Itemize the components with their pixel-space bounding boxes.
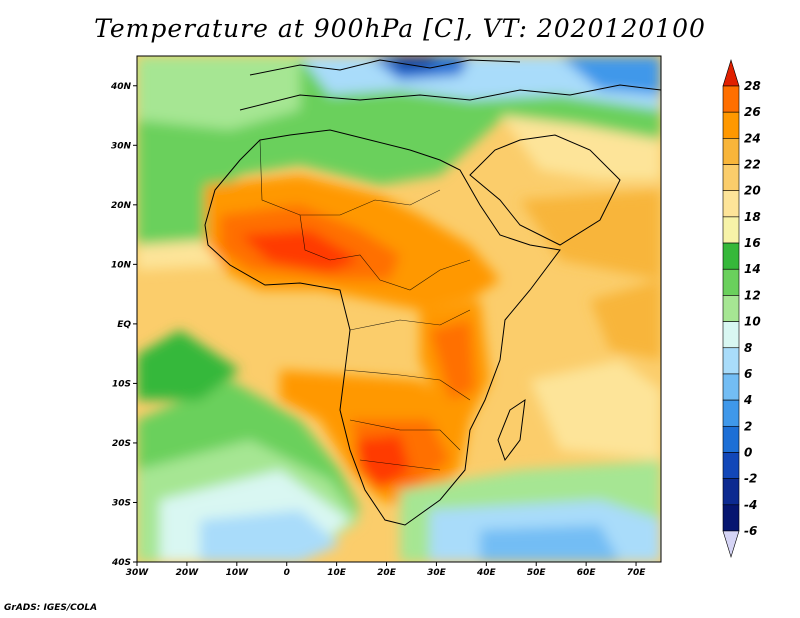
colorbar-level-label: 4 xyxy=(743,393,752,407)
lat-tick-label: 10S xyxy=(112,379,131,389)
longitude-axis: 30W 20W 10W 0 10E 20E 30E 40E 50E 60E 70E xyxy=(126,562,646,578)
colorbar-box xyxy=(722,111,740,139)
colorbar-level-label: 10 xyxy=(744,315,761,329)
colorbar-box xyxy=(722,138,740,165)
colorbar-box xyxy=(722,216,740,244)
colorbar-box xyxy=(722,452,740,479)
lon-tick-label: 40E xyxy=(476,568,497,578)
colorbar-min-arrow xyxy=(722,530,740,559)
colorbar-level-label: 8 xyxy=(744,341,752,355)
grads-credit: GrADS: IGES/COLA xyxy=(4,603,98,613)
lon-tick-label: 60E xyxy=(577,568,597,578)
colorbar-level-label: 26 xyxy=(744,105,761,119)
colorbar-max-arrow xyxy=(722,58,740,87)
colorbar-level-label: 0 xyxy=(744,445,752,459)
latitude-axis: 40N 30N 20N 10N EQ 10S 20S 30S 40S xyxy=(110,82,137,568)
colorbar-level-label: -4 xyxy=(744,498,757,512)
colorbar-box xyxy=(722,295,740,322)
country-borders xyxy=(259,139,471,471)
colorbar-box xyxy=(722,190,740,218)
lat-tick-label: 20N xyxy=(111,201,132,211)
lat-tick-label: EQ xyxy=(117,320,131,330)
colorbar-level-label: 14 xyxy=(744,262,761,276)
colorbar-box xyxy=(722,85,740,113)
lon-tick-label: 50E xyxy=(527,568,547,578)
lon-tick-label: 20E xyxy=(377,568,397,578)
lon-tick-label: 30E xyxy=(427,568,447,578)
colorbar-level-label: 24 xyxy=(744,131,761,145)
colorbar-box xyxy=(722,242,740,270)
colorbar-level-label: -2 xyxy=(744,472,757,486)
lon-tick-label: 10E xyxy=(327,568,347,578)
lat-tick-label: 30N xyxy=(111,141,132,151)
colorbar-level-label: 28 xyxy=(744,79,761,93)
colorbar-level-label: -6 xyxy=(744,524,757,538)
colorbar-box xyxy=(722,504,740,532)
lat-tick-label: 30S xyxy=(112,498,131,508)
colorbar-box xyxy=(722,478,740,506)
colorbar-box xyxy=(722,347,740,375)
colorbar-box xyxy=(722,268,740,296)
coastlines xyxy=(204,59,661,526)
colorbar-level-label: 20 xyxy=(744,184,761,198)
lon-tick-label: 30W xyxy=(126,568,150,578)
colorbar-level-label: 22 xyxy=(744,158,761,172)
lon-tick-label: 70E xyxy=(627,568,647,578)
map-frame xyxy=(136,55,662,563)
lat-tick-label: 40S xyxy=(111,558,131,568)
chart-title: Temperature at 900hPa [C], VT: 202012010… xyxy=(94,14,706,43)
colorbar-level-label: 18 xyxy=(744,210,761,224)
colorbar-level-label: 12 xyxy=(744,288,761,302)
colorbar-box xyxy=(722,425,740,453)
colorbar-box xyxy=(722,164,740,192)
lon-tick-label: 20W xyxy=(176,568,200,578)
colorbar-box xyxy=(722,399,740,427)
lat-tick-label: 40N xyxy=(110,82,132,92)
colorbar-box xyxy=(722,373,740,401)
colorbar-level-label: 16 xyxy=(744,236,761,250)
colorbar-box xyxy=(722,321,740,349)
temperature-field xyxy=(137,56,661,562)
colorbar-level-label: 6 xyxy=(744,367,752,381)
lon-tick-label: 0 xyxy=(284,568,290,578)
colorbar-level-label: 2 xyxy=(744,419,752,433)
lat-tick-label: 10N xyxy=(111,260,132,270)
lat-tick-label: 20S xyxy=(112,439,131,449)
lon-tick-label: 10W xyxy=(226,568,250,578)
